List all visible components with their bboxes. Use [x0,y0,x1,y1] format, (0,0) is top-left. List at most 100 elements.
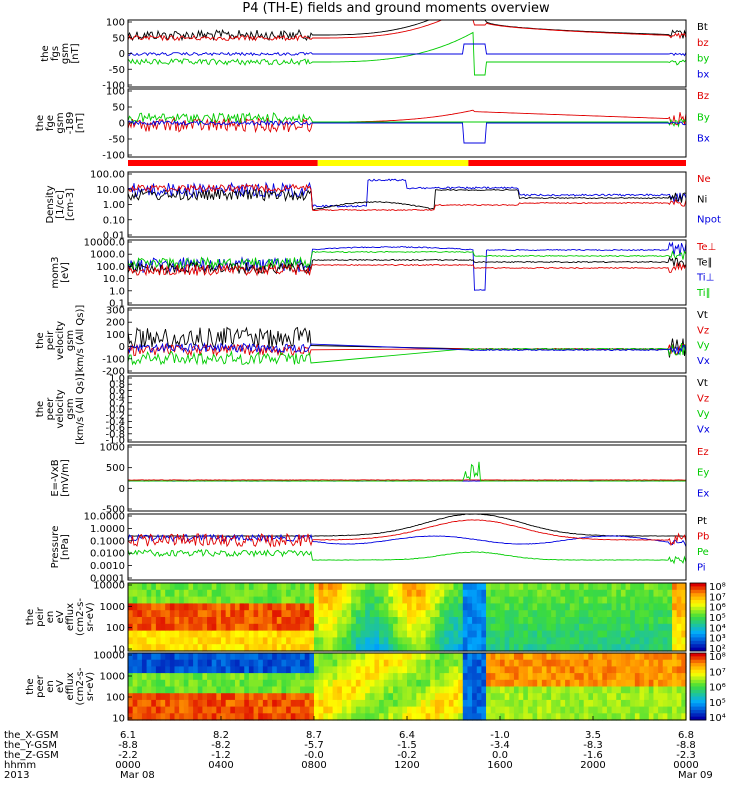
heatmap-cell [216,699,222,708]
heatmap-cell [500,693,506,701]
y-tick-label: 0.0 [109,405,125,416]
heatmap-cell [341,673,348,681]
heatmap-cell [365,666,371,674]
heatmap-cell [644,693,650,701]
x-tick-z: -2.2 [118,750,138,761]
heatmap-cell [634,693,641,701]
heatmap-cell [476,693,482,701]
heatmap-cell [472,713,478,721]
heatmap-cell [141,630,148,638]
heatmap-cell [662,653,668,661]
heatmap-cell [355,603,362,611]
heatmap-cell [286,713,292,721]
heatmap-cell [481,693,487,701]
heatmap-cell [476,644,482,652]
heatmap-cell [416,623,422,632]
heatmap-cell [481,673,487,681]
heatmap-cell [309,637,315,645]
heatmap-cell [239,699,245,708]
heatmap-cell [509,617,515,625]
heatmap-cell [248,686,255,694]
heatmap-cell [430,623,436,632]
heatmap-cell [676,666,682,674]
heatmap-cell [486,589,492,598]
heatmap-cell [202,596,208,604]
heatmap-cell [388,699,394,708]
heatmap-cell [541,666,548,674]
heatmap-cell [388,713,394,721]
heatmap-cell [634,706,641,714]
heatmap-cell [583,589,589,598]
heatmap-cell [583,623,589,632]
heatmap-cell [430,583,436,591]
heatmap-cell [625,630,631,638]
y-tick-label: -200 [102,367,125,378]
heatmap-cell [439,653,445,661]
heatmap-cell [481,617,487,625]
heatmap-cell [202,603,208,611]
heatmap-cell [541,630,548,638]
heatmap-cell [258,644,264,652]
heatmap-cell [397,596,403,604]
heatmap-cell [197,706,203,714]
heatmap-cell [448,617,455,625]
heatmap-cell [146,644,152,652]
heatmap-cell [634,630,641,638]
legend-entry: Bt [697,22,708,33]
heatmap-cell [137,653,143,661]
heatmap-cell [221,589,227,598]
heatmap-cell [146,699,152,708]
heatmap-cell [267,617,273,625]
heatmap-cell [332,653,338,661]
heatmap-cell [234,617,241,625]
heatmap-cell [630,623,636,632]
y-axis-label-line: eV [55,680,66,693]
heatmap-cell [327,610,334,618]
heatmap-cell [662,623,668,632]
heatmap-cell [211,659,217,667]
heatmap-cell [565,623,571,632]
heatmap-cell [341,617,348,625]
heatmap-cell [197,637,203,645]
heatmap-cell [453,706,459,714]
heatmap-cell [272,610,278,618]
heatmap-cell [193,666,199,674]
heatmap-cell [644,653,650,661]
heatmap-cell [644,630,650,638]
heatmap-cell [476,699,482,708]
heatmap-cell [672,603,678,611]
heatmap-cell [662,666,668,674]
heatmap-cell [183,583,190,591]
heatmap-cell [518,699,524,708]
y-axis-label-line: gsm [65,330,76,351]
x-tick-z: -0.0 [304,750,324,761]
heatmap-cell [179,603,185,611]
heatmap-cell [513,589,520,598]
heatmap-cell [523,679,529,688]
heatmap-cell [500,673,506,681]
heatmap-cell [379,666,385,674]
heatmap-cell [546,666,552,674]
heatmap-cell [272,589,278,598]
heatmap-cell [369,699,376,708]
heatmap-cell [383,644,389,652]
heatmap-cell [146,653,152,661]
heatmap-cell [462,630,469,638]
heatmap-cell [207,706,213,714]
heatmap-cell [532,679,538,688]
heatmap-cell [616,699,622,708]
heatmap-cell [634,653,641,661]
heatmap-cell [458,596,464,604]
heatmap-cell [639,583,645,591]
heatmap-cell [662,637,668,645]
heatmap-cell [197,686,203,694]
heatmap-cell [314,589,320,598]
heatmap-cell [569,679,575,688]
heatmap-cell [323,693,329,701]
y-axis-label-line: peer [35,674,46,698]
heatmap-cell [555,644,562,652]
heatmap-cell [160,644,166,652]
heatmap-cell [644,596,650,604]
x-tick-x: 6.8 [678,730,694,741]
heatmap-cell [630,679,636,688]
